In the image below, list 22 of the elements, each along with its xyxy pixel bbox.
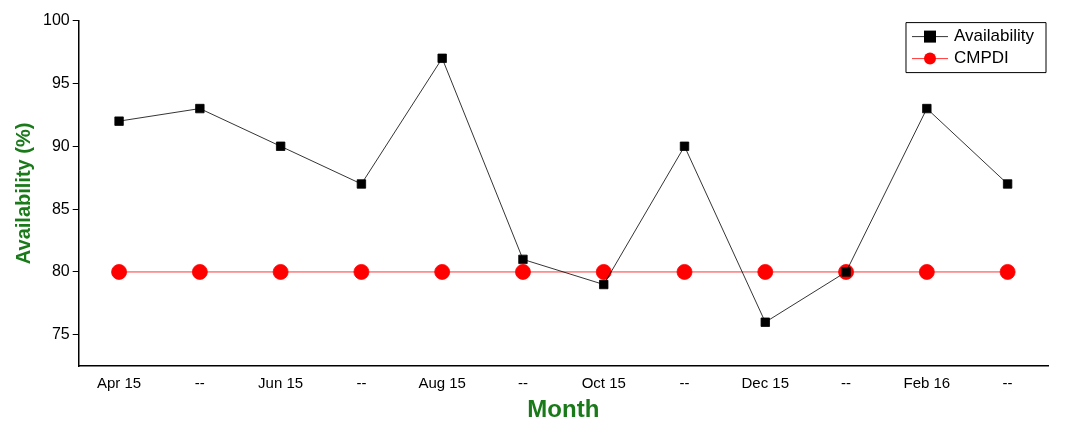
y-tick-label: 75 xyxy=(51,325,70,343)
x-tick-label: -- xyxy=(679,374,690,392)
legend-label: CMPDI xyxy=(954,48,1009,68)
x-axis-title: Month xyxy=(527,395,600,423)
x-tick-label: Aug 15 xyxy=(418,374,466,392)
x-tick-label: Jun 15 xyxy=(258,374,304,392)
x-tick-label: Apr 15 xyxy=(96,374,142,392)
x-tick-label: Dec 15 xyxy=(741,374,790,392)
x-tick-label: -- xyxy=(841,374,852,392)
y-tick-label: 90 xyxy=(51,136,70,154)
x-tick-label: -- xyxy=(517,374,528,392)
legend-label: Availability xyxy=(954,26,1035,46)
y-tick-label: 95 xyxy=(51,73,70,91)
y-tick-label: 85 xyxy=(51,199,70,217)
x-tick-label: -- xyxy=(1002,374,1013,392)
x-tick-label: -- xyxy=(194,374,205,392)
y-axis-title: Availability (%) xyxy=(11,122,34,265)
y-tick-label: 100 xyxy=(42,11,70,29)
x-tick-label: -- xyxy=(356,374,367,392)
x-tick-label: Feb 16 xyxy=(903,374,951,392)
x-tick-label: Oct 15 xyxy=(581,374,626,392)
y-tick-label: 80 xyxy=(51,262,70,280)
